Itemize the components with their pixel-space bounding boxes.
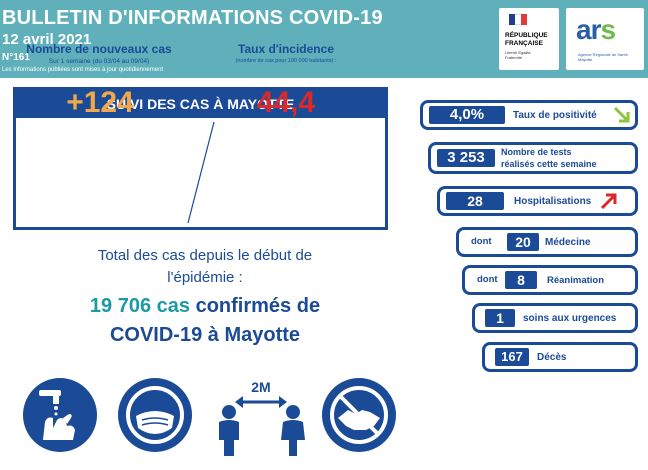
- tests-count-label-line1: Nombre de tests: [501, 147, 572, 157]
- reanimation-card: dont 8 Réanimation: [462, 265, 638, 295]
- tests-count-label-line2: réalisés cette semaine: [501, 159, 597, 169]
- total-confirmed-line: 19 706 cas confirmés de: [89, 295, 321, 317]
- ars-logo: ars Agence Régionale de Santé Mayotte: [566, 8, 644, 70]
- bulletin-number: N°161: [2, 52, 30, 63]
- trend-up-arrow-icon: [600, 193, 617, 210]
- incidence-title: Taux d'incidence: [238, 42, 334, 56]
- medecine-card: dont 20 Médecine: [456, 227, 638, 257]
- medecine-prefix: dont: [471, 236, 492, 247]
- bulletin-date: 12 avril 2021: [2, 31, 92, 48]
- case-tracking-panel: SUIVI DES CAS À MAYOTTE: [13, 87, 388, 230]
- total-intro-line1: Total des cas depuis le début de: [97, 247, 313, 264]
- incidence-subtitle: (nombre de cas pour 100 000 habitants) :: [235, 58, 337, 64]
- tests-count-card: 3 253 Nombre de tests réalisés cette sem…: [428, 142, 638, 174]
- incidence-value: 44,4: [256, 86, 316, 119]
- reanimation-label: Réanimation: [547, 275, 605, 286]
- reanimation-value: 8: [505, 271, 537, 289]
- deaths-card: 167 Décès: [482, 342, 638, 372]
- new-cases-title: Nombre de nouveaux cas: [26, 42, 172, 56]
- panel-divider: [187, 121, 215, 224]
- positivity-rate-value: 4,0%: [429, 106, 505, 124]
- republique-francaise-logo: RÉPUBLIQUE FRANÇAISE Liberté Égalité Fra…: [499, 8, 559, 70]
- hand-washing-icon: [23, 378, 97, 452]
- reanimation-prefix: dont: [477, 274, 498, 285]
- emergency-care-label: soins aux urgences: [523, 313, 617, 324]
- distancing-icon: 2M: [213, 378, 309, 458]
- emergency-care-value: 1: [485, 309, 515, 327]
- update-note: Les informations publiées sont mises à j…: [2, 67, 164, 73]
- positivity-rate-label: Taux de positivité: [513, 110, 597, 121]
- medecine-value: 20: [507, 233, 539, 251]
- svg-text:2M: 2M: [251, 379, 270, 395]
- header-banner: BULLETIN D'INFORMATIONS COVID-19 12 avri…: [0, 0, 648, 78]
- case-tracking-banner: SUIVI DES CAS À MAYOTTE: [16, 90, 385, 118]
- french-flag-icon: [509, 14, 527, 25]
- hospitalisations-label: Hospitalisations: [514, 196, 592, 207]
- hospitalisations-card: 28 Hospitalisations: [437, 186, 638, 216]
- bulletin-title: BULLETIN D'INFORMATIONS COVID-19: [2, 7, 383, 29]
- hospitalisations-value: 28: [446, 192, 504, 210]
- total-location-line: COVID-19 à Mayotte: [109, 324, 301, 346]
- no-handshake-icon: [322, 378, 396, 452]
- new-cases-value: +124: [66, 86, 134, 119]
- emergency-care-card: 1 soins aux urgences: [472, 303, 638, 333]
- total-case-count: 19 706 cas: [89, 295, 191, 317]
- mask-icon: [118, 378, 192, 452]
- positivity-rate-card: 4,0% Taux de positivité: [420, 100, 638, 130]
- medecine-label: Médecine: [545, 237, 591, 248]
- deaths-value: 167: [495, 348, 529, 366]
- total-intro-line2: l'épidémie :: [167, 269, 243, 286]
- tests-count-value: 3 253: [437, 149, 495, 167]
- new-cases-period: Sur 1 semaine (du 03/04 au 09/04): [48, 58, 150, 65]
- deaths-label: Décès: [537, 352, 567, 363]
- trend-down-arrow-icon: [613, 106, 630, 123]
